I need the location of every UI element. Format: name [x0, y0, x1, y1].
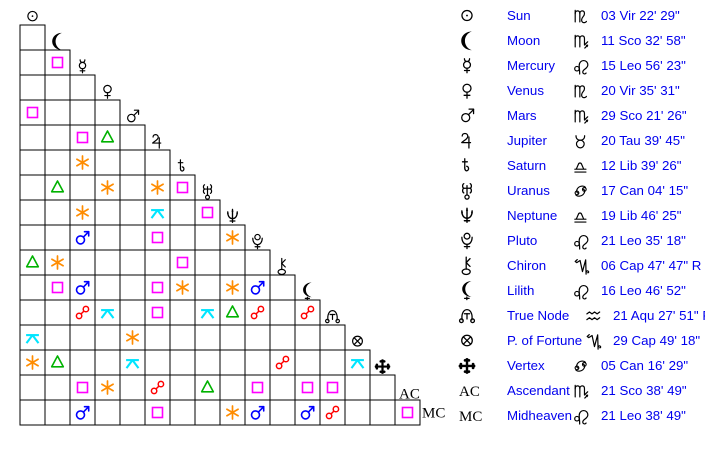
svg-text:21 Leo 35' 18": 21 Leo 35' 18"	[601, 233, 686, 248]
svg-text:MC: MC	[459, 409, 482, 425]
svg-text:29 Cap 49' 18": 29 Cap 49' 18"	[613, 333, 700, 348]
svg-text:Lilith: Lilith	[507, 283, 534, 298]
svg-text:Venus: Venus	[507, 83, 544, 98]
svg-text:20 Vir 35' 31": 20 Vir 35' 31"	[601, 83, 680, 98]
svg-text:21 Aqu 27' 51" R: 21 Aqu 27' 51" R	[613, 308, 705, 323]
svg-text:Uranus: Uranus	[507, 183, 550, 198]
svg-text:True Node: True Node	[507, 308, 569, 323]
svg-text:Jupiter: Jupiter	[507, 133, 547, 148]
svg-text:16 Leo 46' 52": 16 Leo 46' 52"	[601, 283, 686, 298]
svg-text:11 Sco 32' 58": 11 Sco 32' 58"	[601, 33, 686, 48]
svg-text:12 Lib 39' 26": 12 Lib 39' 26"	[601, 158, 682, 173]
svg-text:06 Cap 47' 47" R: 06 Cap 47' 47" R	[601, 258, 701, 273]
svg-text:05 Can 16' 29": 05 Can 16' 29"	[601, 358, 688, 373]
svg-text:Chiron: Chiron	[507, 258, 546, 273]
svg-text:Vertex: Vertex	[507, 358, 545, 373]
svg-text:Neptune: Neptune	[507, 208, 557, 223]
svg-text:Mars: Mars	[507, 108, 537, 123]
svg-text:Midheaven: Midheaven	[507, 408, 572, 423]
svg-text:Moon: Moon	[507, 33, 540, 48]
svg-text:15 Leo 56' 23": 15 Leo 56' 23"	[601, 58, 686, 73]
svg-text:Ascendant: Ascendant	[507, 383, 570, 398]
svg-text:20 Tau 39' 45": 20 Tau 39' 45"	[601, 133, 685, 148]
svg-text:Saturn: Saturn	[507, 158, 546, 173]
svg-text:29 Sco 21' 26": 29 Sco 21' 26"	[601, 108, 687, 123]
svg-text:P. of Fortune: P. of Fortune	[507, 333, 582, 348]
svg-text:19 Lib 46' 25": 19 Lib 46' 25"	[601, 208, 682, 223]
svg-text:17 Can 04' 15": 17 Can 04' 15"	[601, 183, 688, 198]
svg-text:AC: AC	[459, 384, 480, 400]
svg-text:MC: MC	[422, 406, 445, 422]
svg-text:03 Vir 22' 29": 03 Vir 22' 29"	[601, 8, 680, 23]
svg-text:Pluto: Pluto	[507, 233, 537, 248]
svg-text:Mercury: Mercury	[507, 58, 555, 73]
svg-text:21 Sco 38' 49": 21 Sco 38' 49"	[601, 383, 687, 398]
svg-text:AC: AC	[399, 387, 420, 403]
svg-text:21 Leo 38' 49": 21 Leo 38' 49"	[601, 408, 686, 423]
svg-text:Sun: Sun	[507, 8, 531, 23]
